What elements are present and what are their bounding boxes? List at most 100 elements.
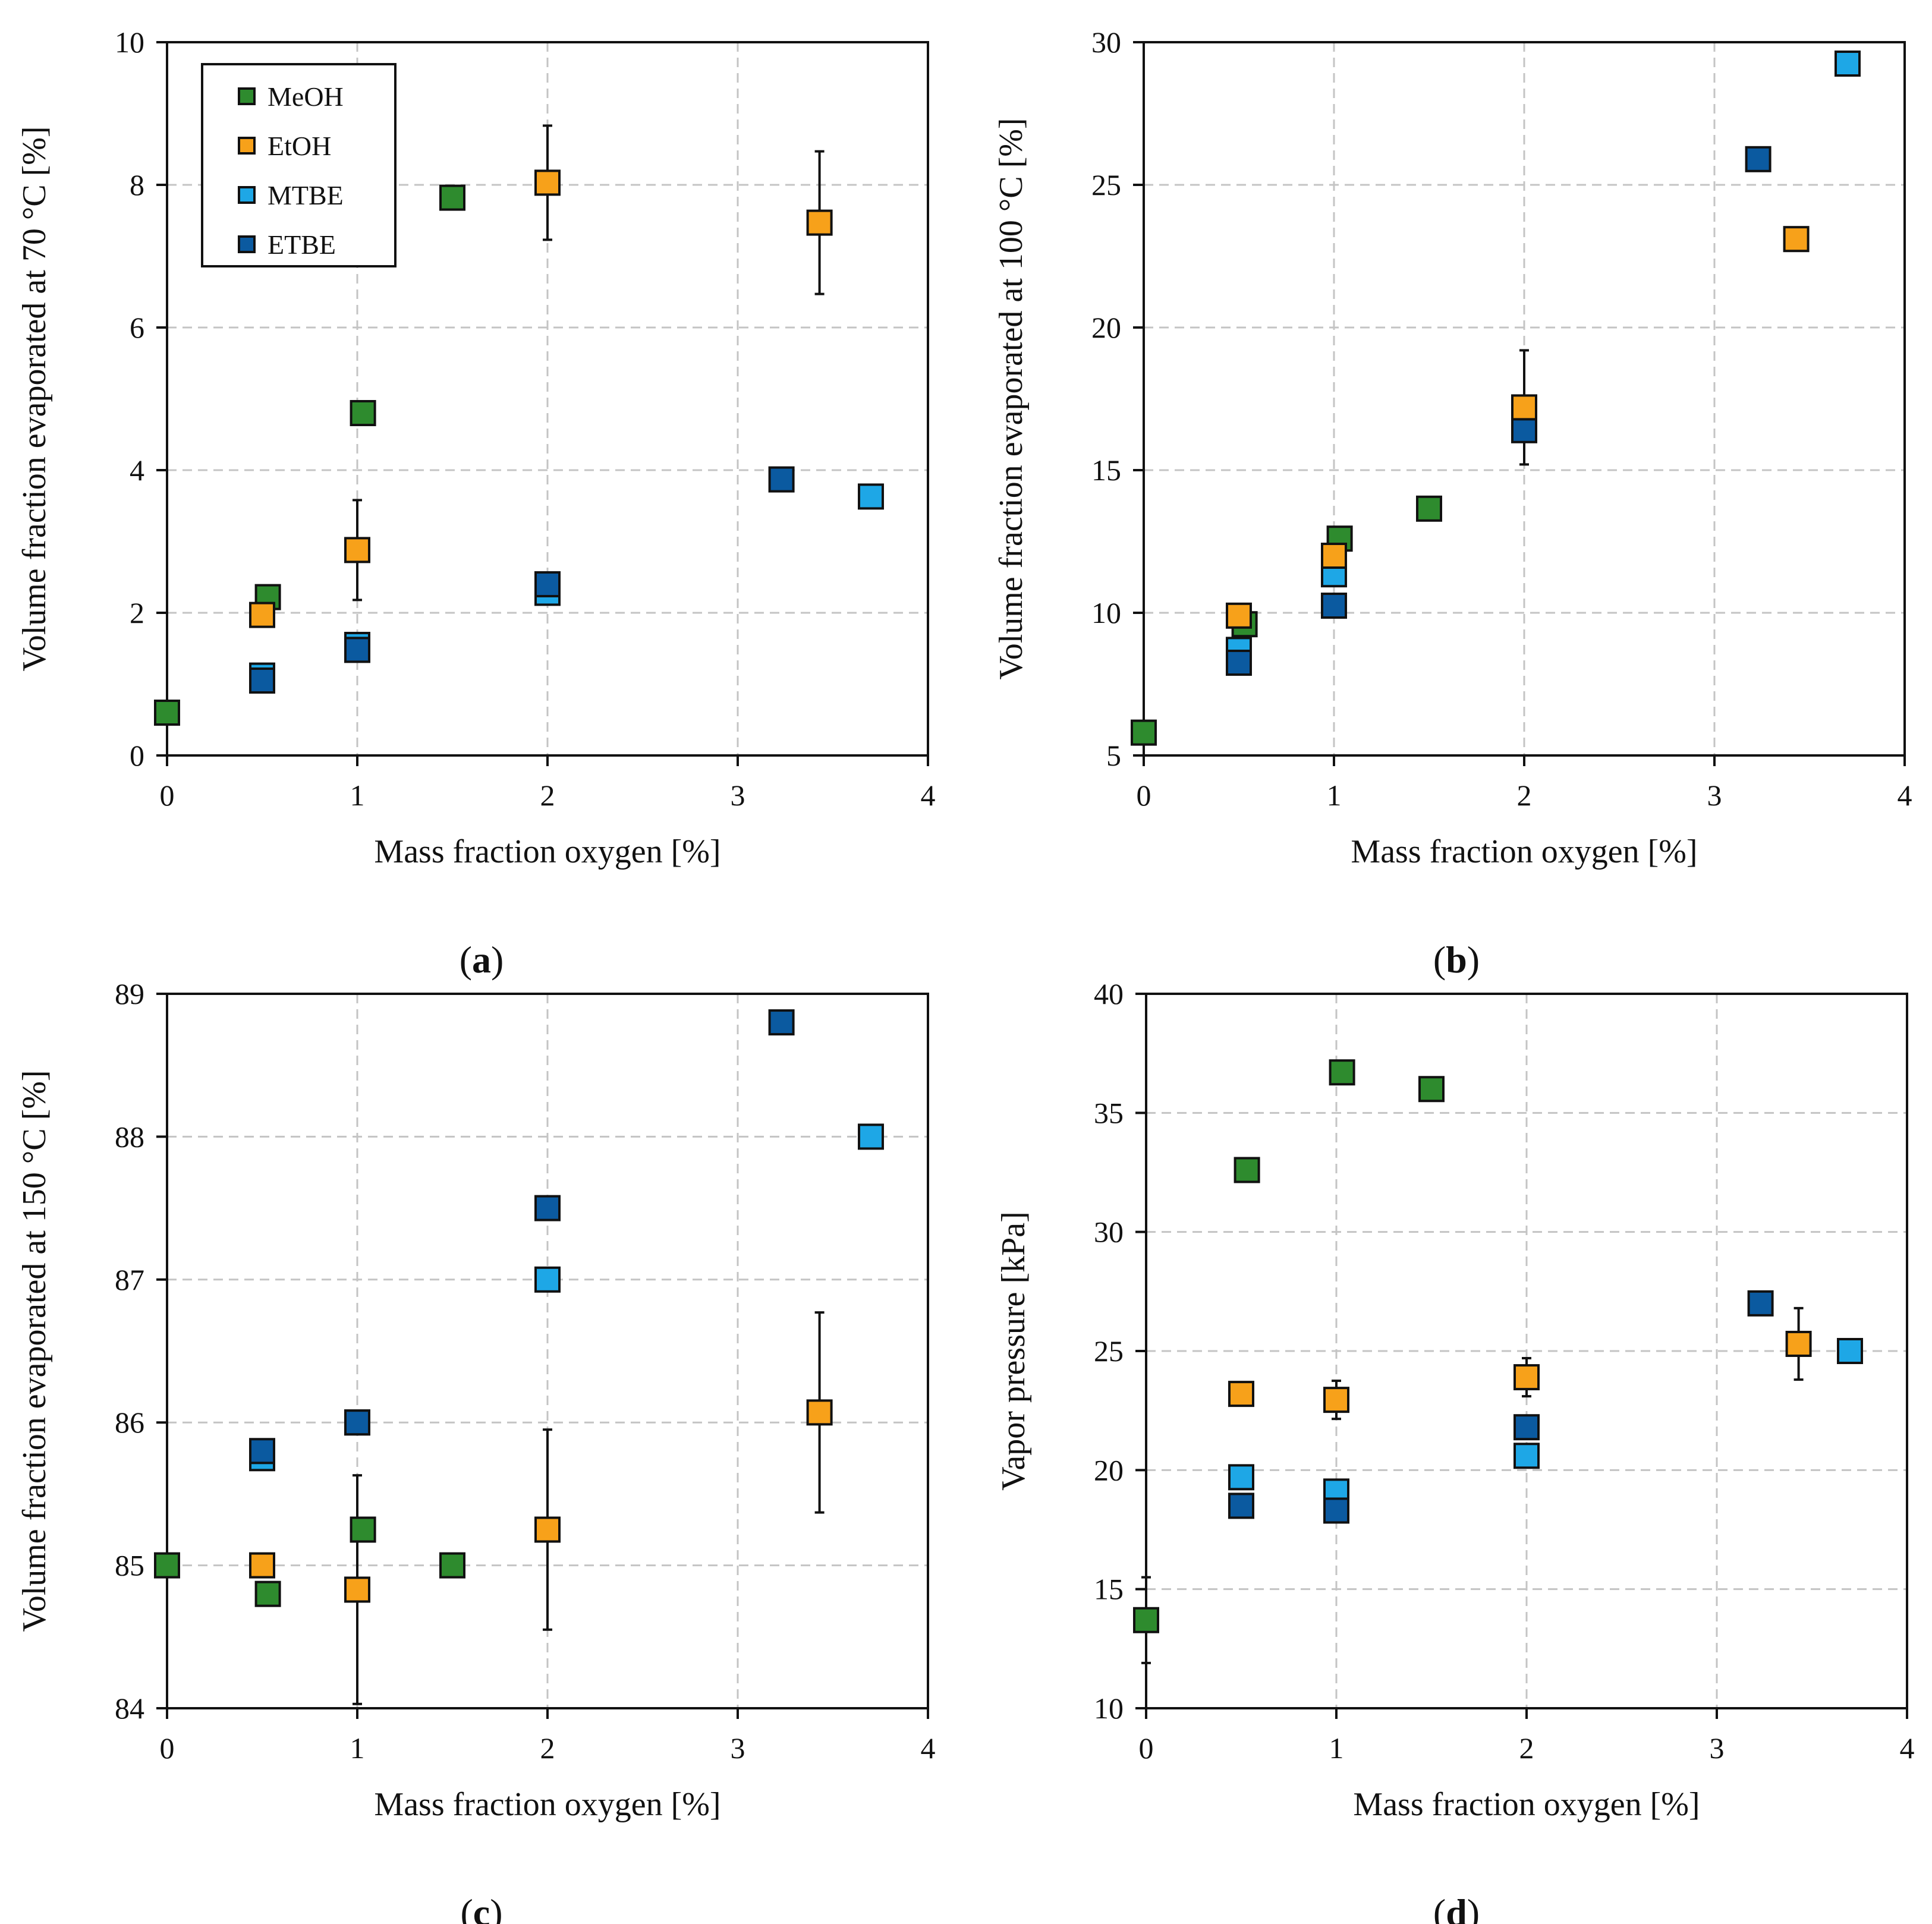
- x-tick-label: 4: [1898, 779, 1912, 812]
- x-tick-label: 1: [350, 1731, 365, 1765]
- x-tick-label: 4: [921, 779, 936, 812]
- x-tick-label: 3: [731, 1731, 745, 1765]
- y-tick-label: 88: [115, 1120, 144, 1153]
- point-meoh: [1133, 1607, 1159, 1633]
- point-meoh: [254, 1580, 281, 1607]
- point-etoh: [1511, 394, 1537, 421]
- y-tick-label: 35: [1094, 1096, 1124, 1129]
- y-tick-label: 30: [1091, 26, 1121, 59]
- point-etbe: [768, 1009, 795, 1036]
- point-etoh: [249, 1552, 275, 1579]
- point-meoh: [154, 700, 180, 726]
- point-meoh: [350, 400, 376, 426]
- point-mtbe: [1513, 1443, 1540, 1469]
- point-etoh: [1321, 543, 1347, 569]
- y-tick-label: 85: [115, 1549, 144, 1582]
- point-etoh: [249, 602, 275, 628]
- point-mtbe: [534, 1266, 561, 1293]
- y-axis-label: Volume fraction evaporated at 70 °C [%]: [16, 126, 53, 671]
- point-meoh: [1416, 495, 1442, 522]
- point-etbe: [1228, 1492, 1254, 1519]
- legend-swatch-etoh: [238, 137, 256, 155]
- x-tick-label: 2: [1517, 779, 1532, 812]
- point-etbe: [344, 637, 370, 663]
- x-axis-label: Mass fraction oxygen [%]: [374, 833, 720, 870]
- point-etoh: [806, 209, 833, 236]
- x-tick-label: 2: [540, 779, 555, 812]
- y-axis-label: Volume fraction evaporated at 150 °C [%]: [16, 1070, 53, 1632]
- point-etbe: [344, 1409, 370, 1436]
- point-etoh: [344, 1576, 370, 1603]
- point-meoh: [154, 1552, 180, 1579]
- y-tick-label: 25: [1094, 1334, 1124, 1368]
- x-tick-label: 2: [540, 1731, 555, 1765]
- chart-panel-a: 0 1 2 3 4 0 2 4 6 8 10 Mass fraction oxygen [%] Volu…: [16, 26, 936, 981]
- y-tick-label: 6: [130, 311, 144, 344]
- x-tick-label: 3: [1710, 1731, 1725, 1765]
- point-mtbe: [1837, 1338, 1863, 1364]
- x-tick-label: 0: [160, 779, 175, 812]
- point-etbe: [1745, 146, 1771, 172]
- point-etoh: [806, 1399, 833, 1426]
- y-tick-label: 84: [115, 1692, 144, 1725]
- point-mtbe: [1835, 51, 1861, 77]
- point-etbe: [1513, 1414, 1540, 1441]
- y-tick-label: 8: [130, 168, 144, 201]
- panel-caption: (c): [460, 1891, 502, 1924]
- point-etbe: [1323, 1497, 1349, 1524]
- point-etoh: [534, 1516, 561, 1543]
- y-tick-label: 15: [1091, 454, 1121, 487]
- x-tick-label: 4: [1900, 1731, 1915, 1765]
- y-tick-label: 87: [115, 1263, 144, 1296]
- point-mtbe: [858, 1123, 884, 1150]
- y-axis-label: Vapor pressure [kPa]: [995, 1211, 1032, 1491]
- y-tick-label: 40: [1094, 977, 1124, 1010]
- point-etbe: [249, 667, 275, 694]
- point-meoh: [1234, 1157, 1260, 1183]
- point-etbe: [1321, 593, 1347, 619]
- point-meoh: [350, 1516, 376, 1543]
- point-meoh: [439, 1552, 465, 1579]
- y-tick-label: 15: [1094, 1573, 1124, 1606]
- y-axis-label: Volume fraction evaporated at 100 °C [%]: [993, 118, 1030, 679]
- y-tick-label: 2: [130, 596, 144, 629]
- point-etbe: [1747, 1290, 1774, 1317]
- x-tick-label: 3: [731, 779, 745, 812]
- y-tick-label: 4: [130, 454, 144, 487]
- point-etbe: [534, 1195, 561, 1221]
- point-meoh: [1418, 1076, 1445, 1103]
- legend: MeOH EtOH MTBE ETBE: [201, 63, 397, 267]
- x-tick-label: 0: [1137, 779, 1151, 812]
- point-etoh: [1783, 226, 1810, 253]
- chart-panel-d: 0 1 2 3 4 10 15 20 25 30 35 40 Mass fraction oxygen …: [995, 977, 1915, 1924]
- panel-caption: (a): [460, 939, 504, 981]
- y-tick-label: 25: [1091, 168, 1121, 201]
- x-axis-label: Mass fraction oxygen [%]: [374, 1786, 720, 1823]
- panel-caption: (d): [1433, 1891, 1480, 1924]
- y-tick-label: 5: [1106, 739, 1121, 772]
- y-tick-label: 0: [130, 739, 144, 772]
- x-tick-label: 1: [1329, 1731, 1344, 1765]
- point-etoh: [1226, 602, 1252, 629]
- y-tick-label: 10: [1094, 1692, 1124, 1725]
- point-etoh: [1228, 1381, 1254, 1407]
- point-meoh: [439, 184, 465, 211]
- point-mtbe: [1228, 1464, 1254, 1491]
- y-tick-label: 10: [115, 26, 144, 59]
- point-etoh: [1513, 1364, 1540, 1391]
- x-tick-label: 0: [1139, 1731, 1154, 1765]
- point-etbe: [1226, 650, 1252, 676]
- x-tick-label: 1: [350, 779, 365, 812]
- y-tick-label: 89: [115, 977, 144, 1010]
- point-etoh: [1785, 1330, 1812, 1357]
- point-etbe: [249, 1438, 275, 1465]
- y-tick-label: 20: [1094, 1453, 1124, 1487]
- point-etoh: [1323, 1387, 1349, 1413]
- point-etoh: [344, 537, 370, 563]
- point-meoh: [1329, 1059, 1355, 1086]
- legend-swatch-meoh: [238, 87, 256, 105]
- y-tick-label: 86: [115, 1406, 144, 1439]
- point-etbe: [768, 466, 795, 493]
- y-tick-label: 10: [1091, 596, 1121, 629]
